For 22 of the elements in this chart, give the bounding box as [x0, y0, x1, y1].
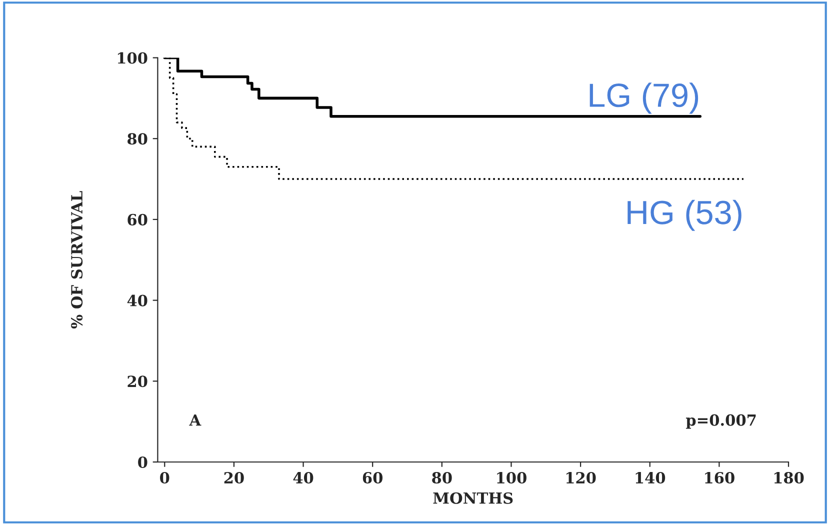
series-label: HG (53) — [628, 200, 742, 231]
annotation: A — [189, 414, 202, 426]
y-tick-label: 0 — [138, 456, 148, 468]
x-tick-label: 20 — [224, 472, 244, 484]
y-tick-label: 20 — [128, 376, 148, 388]
series-label: LG (79) — [590, 82, 698, 114]
y-tick-label: 80 — [128, 133, 148, 145]
y-tick-label: 40 — [127, 294, 148, 306]
x-tick-label: 0 — [160, 472, 170, 484]
x-tick-label: 40 — [293, 472, 314, 484]
annotation: p=0.007 — [686, 414, 756, 429]
y-axis-title: % OF SURVIVAL — [71, 191, 83, 329]
x-tick-label: 160 — [705, 472, 734, 484]
y-tick-label: 60 — [128, 214, 148, 226]
x-tick-label: 140 — [636, 472, 666, 484]
x-axis-title: MONTHS — [433, 492, 513, 504]
x-tick-label: 60 — [362, 472, 382, 484]
x-tick-label: 80 — [432, 472, 452, 484]
x-tick-label: 100 — [497, 472, 526, 484]
x-tick-label: 180 — [774, 472, 804, 484]
x-tick-label: 120 — [566, 472, 596, 484]
y-tick-label: 100 — [118, 52, 148, 64]
